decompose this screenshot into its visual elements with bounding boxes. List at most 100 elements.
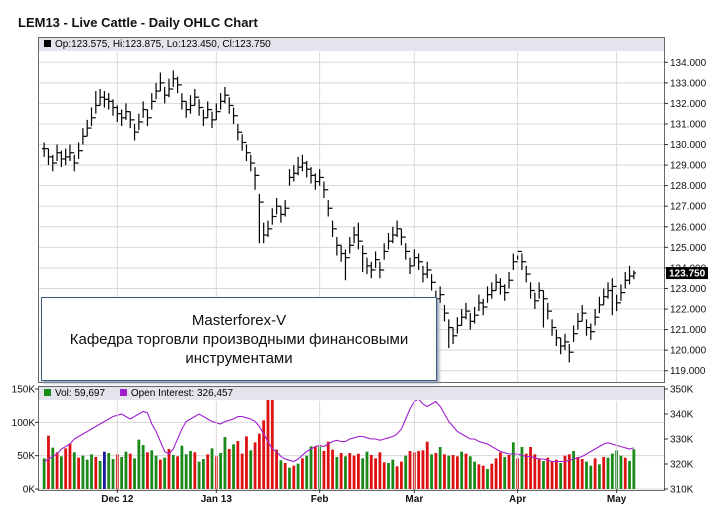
volume-bar [408,451,412,489]
volume-bar [47,435,50,489]
ohlc-bar [244,141,249,161]
volume-bar [176,456,179,489]
x-tick-label: Dec 12 [101,494,134,505]
volume-bar [85,459,89,489]
ohlc-bar [63,148,68,166]
ohlc-bar [222,86,228,104]
volume-chart: 0K 50K 100K 150K 310K 320K 330K 340K 350K Dec 12 J… [12,385,694,506]
volume-bar [141,445,145,489]
volume-bar [421,450,425,489]
volume-bar [378,452,382,489]
volume-tick-label: 150K [12,385,36,396]
chart-title: LEM13 - Live Cattle - Daily OHLC Chart [18,15,258,30]
ohlc-bar [524,261,529,283]
ohlc-bar [338,244,344,262]
ohlc-bar [468,310,473,330]
x-tick-label: May [607,494,627,505]
ohlc-bar [545,298,550,320]
volume-bar [120,457,124,489]
x-tick-label: Jan 13 [201,494,233,505]
ohlc-bar [252,162,258,190]
volume-bar [227,449,231,489]
volume-bar [288,467,291,489]
ohlc-bar [592,309,598,333]
ohlc-bar [399,228,404,246]
ohlc-bar [498,278,503,295]
volume-tick-label: 100K [12,418,36,429]
watermark-line-2: Кафедра торговли производными финансовым… [69,330,409,348]
volume-bar [313,446,317,489]
volume-bar [77,457,80,489]
ohlc-bar [562,333,568,351]
ohlc-bar [261,201,266,244]
ohlc-bar [248,152,253,172]
price-tick-label: 129.000 [670,161,707,172]
ohlc-bar [631,270,637,280]
volume-bar [546,457,550,489]
volume-bar [610,453,614,489]
ohlc-bar [274,197,279,218]
volume-bar [481,465,485,489]
volume-bar [391,459,395,489]
ohlc-bar [209,108,215,129]
ohlc-bar [412,249,417,267]
ohlc-bar [41,142,47,157]
price-tick-label: 134.000 [670,58,707,69]
volume-bar [305,455,309,489]
ohlc-bar [597,296,602,318]
ohlc-bar [218,93,223,113]
ohlc-bar [205,101,210,119]
volume-bar [171,455,175,489]
ohlc-bar [287,169,292,209]
volume-bar [550,461,554,489]
ohlc-bar [50,154,55,172]
volume-bar [146,452,149,489]
ohlc-bar [506,272,512,294]
ohlc-bar [300,154,305,172]
ohlc-bar [67,144,73,161]
volume-bar [417,451,421,489]
ohlc-bar [485,286,490,308]
volume-bar [387,463,390,489]
volume-bar [331,449,334,489]
ohlc-bar [623,272,628,294]
ohlc-bar [326,189,331,217]
volume-bar [51,447,55,489]
ohlc-bar [128,111,133,129]
ohlc-bar [166,78,172,98]
volume-bar [326,441,330,489]
ohlc-bar [72,152,77,172]
x-tick-label: Feb [311,494,329,505]
ohlc-bar [153,82,159,102]
volume-bar [563,455,567,489]
volume-bar [257,433,261,489]
volume-bar [90,454,93,489]
volume-bar [180,445,184,489]
ohlc-bar [110,99,116,116]
ohlc-bar [601,288,606,306]
volume-bar [430,454,433,489]
volume-bar [111,459,115,489]
volume-bar [335,457,339,489]
volume-bar [468,456,472,489]
ohlc-bar [214,103,219,121]
ohlc-bar [334,228,340,256]
volume-bar [68,443,72,489]
ohlc-bar [123,103,129,120]
volume-bar [197,461,201,489]
ohlc-bar [536,282,542,302]
ohlc-bar [614,285,619,312]
volume-bar [542,461,545,489]
ohlc-bar [369,261,374,279]
volume-bar [447,455,451,489]
ohlc-bar [425,261,430,279]
volume-bar [137,439,141,489]
ohlc-bar [188,95,193,114]
volume-bar [400,461,403,489]
volume-bar [292,465,296,489]
ohlc-bar [227,94,232,114]
volume-bar [572,451,575,489]
volume-bar [322,451,326,489]
ohlc-bar [102,91,107,108]
ohlc-bar [140,101,146,123]
